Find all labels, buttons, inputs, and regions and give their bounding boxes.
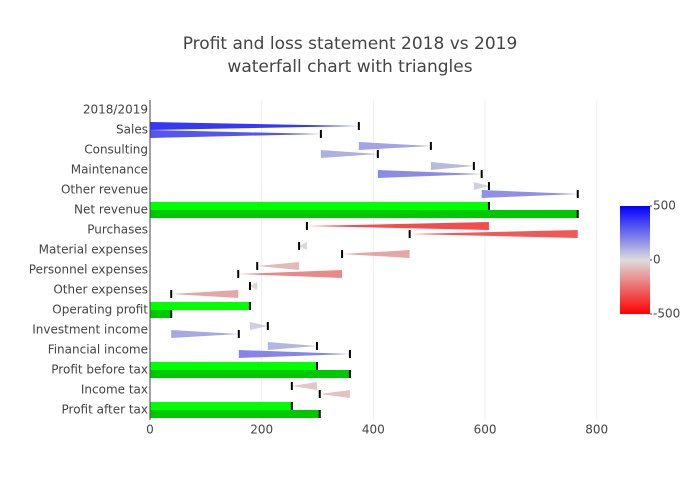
triangle	[238, 350, 350, 358]
x-tick-label: 200	[250, 423, 273, 437]
y-tick-label: Purchases	[87, 223, 148, 237]
triangle	[257, 262, 300, 270]
triangle	[481, 190, 578, 198]
y-tick-label: Income tax	[81, 383, 148, 397]
total-bar	[150, 210, 578, 218]
y-tick-label: Investment income	[32, 323, 148, 337]
triangle	[430, 162, 474, 170]
y-tick-label: Sales	[116, 123, 148, 137]
y-tick-label: Operating profit	[52, 303, 148, 317]
total-bar	[150, 302, 250, 310]
x-tick-label: 600	[474, 423, 497, 437]
y-tick-label: Profit after tax	[62, 403, 148, 417]
colorbar	[620, 206, 650, 314]
triangle	[267, 342, 317, 350]
y-tick-label: Other revenue	[61, 183, 148, 197]
triangle	[320, 150, 378, 158]
y-tick-label: Personnel expenses	[29, 263, 148, 277]
x-tick-label: 400	[362, 423, 385, 437]
total-bar	[150, 410, 320, 418]
colorbar-tick-label: -500	[653, 307, 680, 321]
colorbar-tick-label: 500	[653, 199, 676, 213]
y-tick-label: Financial income	[48, 343, 148, 357]
triangle	[249, 282, 258, 290]
x-tick-label: 0	[146, 423, 154, 437]
y-tick-label: Maintenance	[71, 163, 148, 177]
colorbar-tick-label: 0	[653, 253, 661, 267]
y-tick-label: Other expenses	[53, 283, 148, 297]
triangle	[238, 270, 343, 278]
y-tick-label: Material expenses	[39, 243, 148, 257]
triangle	[409, 230, 578, 238]
y-tick-label: Net revenue	[74, 203, 148, 217]
total-bar	[150, 202, 489, 210]
triangle	[473, 182, 489, 190]
triangle	[319, 390, 350, 398]
total-bar	[150, 310, 172, 318]
chart-title: waterfall chart with triangles	[227, 57, 472, 77]
y-tick-label: 2018/2019	[83, 103, 148, 117]
chart-title: Profit and loss statement 2018 vs 2019	[183, 34, 518, 54]
triangle	[377, 170, 482, 178]
triangle	[171, 330, 239, 338]
triangle	[249, 322, 268, 330]
triangle	[150, 122, 359, 130]
triangle	[306, 222, 489, 230]
total-bar	[150, 402, 292, 410]
total-bar	[150, 370, 350, 378]
triangle	[299, 242, 307, 250]
x-tick-label: 800	[585, 423, 608, 437]
triangle	[358, 142, 431, 150]
triangle	[291, 382, 317, 390]
y-tick-label: Profit before tax	[51, 363, 148, 377]
triangle	[171, 290, 239, 298]
y-tick-label: Consulting	[84, 143, 148, 157]
triangle	[150, 130, 321, 138]
triangle	[342, 250, 410, 258]
total-bar	[150, 362, 317, 370]
